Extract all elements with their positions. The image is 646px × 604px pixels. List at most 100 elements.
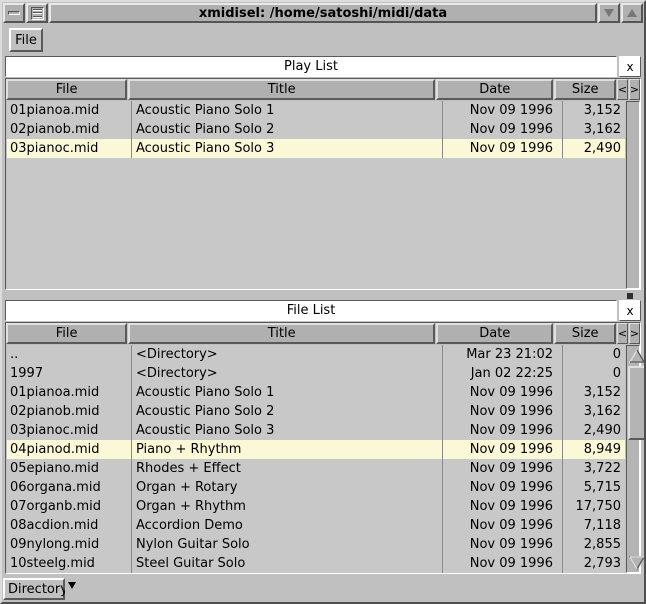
filelist-row[interactable]: 03pianoc.mid Acoustic Piano Solo 3 Nov 09 … — [7, 421, 625, 440]
filelist-cell-file: 1997 — [10, 366, 44, 381]
playlist-cell-file: 02pianob.mid — [10, 122, 100, 137]
filelist-cell-date: Nov 09 1996 — [442, 516, 562, 535]
triangle-up-icon — [627, 9, 637, 17]
playlist-close-button[interactable]: x — [619, 56, 641, 77]
playlist-header-file[interactable]: File — [6, 79, 128, 100]
filelist-header-row: File Title Date Size < > — [6, 323, 640, 344]
playlist-scroll-left-button[interactable]: < — [617, 79, 628, 100]
filelist-rows[interactable]: .. <Directory> Mar 23 21:02 0 1997 <Directory… — [7, 345, 625, 573]
filelist-row[interactable]: 09nylong.mid Nylon Guitar Solo Nov 09 1996… — [7, 535, 625, 554]
filelist-cell-title: Piano + Rhythm — [131, 440, 442, 459]
filelist-row[interactable]: 06organa.mid Organ + Rotary Nov 09 1996 5,7… — [7, 478, 625, 497]
playlist-cell-file: 03pianoc.mid — [10, 141, 99, 156]
triangle-up-outline-icon — [629, 348, 645, 363]
filelist-row[interactable]: 07organb.mid Organ + Rhythm Nov 09 1996 17,… — [7, 497, 625, 516]
filelist-cell-date: Nov 09 1996 — [442, 459, 562, 478]
filelist-row[interactable]: 01pianoa.mid Acoustic Piano Solo 1 Nov 09 … — [7, 383, 625, 402]
playlist-row[interactable]: 01pianoa.mid Acoustic Piano Solo 1 Nov 09 … — [7, 101, 625, 120]
filelist-header-file[interactable]: File — [6, 323, 128, 344]
text-caret-icon — [68, 582, 76, 589]
filelist-cell-title: Acoustic Piano Solo 2 — [131, 402, 442, 421]
filelist-row[interactable]: .. <Directory> Mar 23 21:02 0 — [7, 345, 625, 364]
filelist-panel: File Title Date Size < > .. <Directory> Ma… — [5, 322, 646, 574]
playlist-cell-date: Nov 09 1996 — [442, 139, 562, 158]
filelist-cell-title: Organ + Rhythm — [131, 497, 442, 516]
filelist-cell-date: Nov 09 1996 — [442, 402, 562, 421]
filelist-cell-size: 3,162 — [562, 402, 625, 421]
playlist-cell-size: 3,152 — [562, 101, 625, 120]
filelist-row[interactable]: 08acdion.mid Accordion Demo Nov 09 1996 7,1… — [7, 516, 625, 535]
filelist-cell-file: 09nylong.mid — [10, 537, 100, 552]
playlist-cell-title: Acoustic Piano Solo 1 — [131, 101, 442, 120]
playlist-header-date[interactable]: Date — [436, 79, 554, 100]
minimize-button[interactable] — [3, 3, 25, 23]
filelist-cell-file: 03pianoc.mid — [10, 423, 99, 438]
playlist-header-scroll-arrows: < > — [617, 79, 640, 100]
playlist-header-row: File Title Date Size < > — [6, 79, 640, 100]
filelist-cell-title: Nylon Guitar Solo — [131, 535, 442, 554]
playlist-cell-file: 01pianoa.mid — [10, 103, 100, 118]
filelist-header-size[interactable]: Size — [554, 323, 616, 344]
playlist-header-title[interactable]: Title — [128, 79, 436, 100]
filelist-row[interactable]: 04pianod.mid Piano + Rhythm Nov 09 1996 8,9… — [7, 440, 625, 459]
filelist-cell-file: 02pianob.mid — [10, 404, 100, 419]
filelist-cell-file: 06organa.mid — [10, 480, 101, 495]
filelist-cell-date: Nov 09 1996 — [442, 383, 562, 402]
filelist-cell-file: 08acdion.mid — [10, 518, 99, 533]
filelist-cell-size: 0 — [562, 345, 625, 364]
filelist-cell-file: .. — [10, 347, 19, 362]
directory-label: Directory: — [3, 578, 71, 600]
playlist-header-size[interactable]: Size — [554, 79, 616, 100]
filelist-cell-title: Rhodes + Effect — [131, 459, 442, 478]
maximize-window-button[interactable] — [621, 3, 643, 23]
filelist-cell-title: Organ + Rotary — [131, 478, 442, 497]
playlist-row[interactable]: 02pianob.mid Acoustic Piano Solo 2 Nov 09 … — [7, 120, 625, 139]
filelist-close-button[interactable]: x — [619, 300, 641, 321]
filelist-cell-size: 2,793 — [562, 554, 625, 573]
playlist-vertical-scrollbar[interactable] — [626, 101, 640, 289]
window-menu-lines-icon — [30, 6, 44, 20]
filelist-cell-date: Nov 09 1996 — [442, 497, 562, 516]
playlist-cell-title: Acoustic Piano Solo 3 — [131, 139, 442, 158]
menu-item-file[interactable]: File — [9, 28, 43, 52]
menu-bar: File — [3, 26, 643, 54]
filelist-cell-size: 17,750 — [562, 497, 625, 516]
status-bar: Directory: — [3, 578, 643, 600]
playlist-scroll-right-button[interactable]: > — [629, 79, 640, 100]
playlist-rows[interactable]: 01pianoa.mid Acoustic Piano Solo 1 Nov 09 … — [7, 101, 625, 289]
filelist-header-scroll-arrows: < > — [617, 323, 640, 344]
filelist-label-bar: File List x — [5, 300, 641, 321]
filelist-cell-title: <Directory> — [131, 345, 442, 364]
window-title: xmidisel: /home/satoshi/midi/data — [49, 3, 597, 23]
filelist-cell-title: Accordion Demo — [131, 516, 442, 535]
pane-sash-handle[interactable] — [627, 293, 633, 299]
filelist-cell-size: 0 — [562, 364, 625, 383]
filelist-scroll-right-button[interactable]: > — [629, 323, 640, 344]
scroll-up-arrow-icon[interactable] — [628, 347, 646, 364]
triangle-down-icon — [604, 9, 614, 17]
filelist-row[interactable]: 10steelg.mid Steel Guitar Solo Nov 09 1996… — [7, 554, 625, 573]
triangle-down-outline-icon — [629, 555, 645, 570]
filelist-header-date[interactable]: Date — [436, 323, 554, 344]
filelist-vertical-scrollbar[interactable] — [626, 345, 646, 573]
window-menu-button[interactable] — [26, 3, 48, 23]
filelist-row[interactable]: 02pianob.mid Acoustic Piano Solo 2 Nov 09 … — [7, 402, 625, 421]
filelist-cell-date: Nov 09 1996 — [442, 554, 562, 573]
filelist-cell-date: Nov 09 1996 — [442, 440, 562, 459]
filelist-row[interactable]: 05epiano.mid Rhodes + Effect Nov 09 1996 3,… — [7, 459, 625, 478]
filelist-cell-size: 5,715 — [562, 478, 625, 497]
scrollbar-thumb[interactable] — [628, 366, 646, 440]
filelist-row[interactable]: 1997 <Directory> Jan 02 22:25 0 — [7, 364, 625, 383]
directory-input[interactable] — [65, 578, 643, 600]
playlist-title: Play List — [5, 56, 617, 77]
lower-window-button[interactable] — [598, 3, 620, 23]
scroll-down-arrow-icon[interactable] — [628, 554, 646, 571]
filelist-header-title[interactable]: Title — [128, 323, 436, 344]
filelist-scroll-left-button[interactable]: < — [617, 323, 628, 344]
filelist-cell-size: 2,855 — [562, 535, 625, 554]
filelist-cell-file: 01pianoa.mid — [10, 385, 100, 400]
playlist-row[interactable]: 03pianoc.mid Acoustic Piano Solo 3 Nov 09 … — [7, 139, 625, 158]
filelist-cell-title: <Directory> — [131, 364, 442, 383]
filelist-cell-file: 04pianod.mid — [10, 442, 100, 457]
